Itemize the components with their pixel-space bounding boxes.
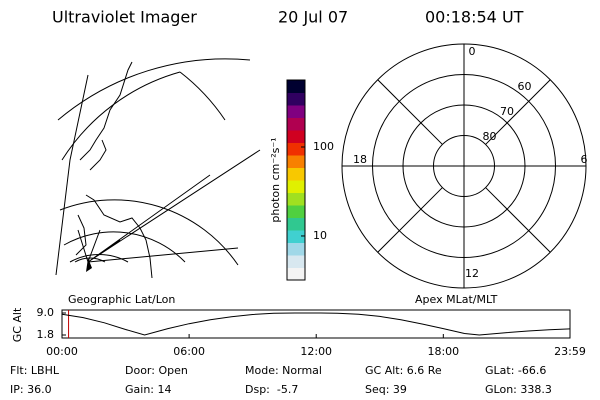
status-field: Dsp: -5.7 — [245, 383, 298, 396]
lat-label: 70 — [500, 105, 514, 118]
status-field: GC Alt: 6.6 Re — [365, 364, 442, 377]
lat-arc — [59, 199, 239, 266]
status-field: Flt: LBHL — [10, 364, 60, 377]
geo-map — [55, 58, 261, 279]
colorbar-segment — [287, 217, 305, 231]
colorbar-segment — [287, 80, 305, 93]
colorbar-segment — [287, 130, 305, 143]
lat-label: 80 — [482, 130, 496, 143]
mlt-line — [485, 79, 551, 145]
colorbar-segment — [287, 117, 305, 131]
colorbar-frame — [286, 79, 306, 281]
colorbar-tick-label: 100 — [313, 140, 334, 153]
mlt-label: 18 — [353, 153, 367, 166]
geo-label: Geographic Lat/Lon — [68, 293, 175, 306]
status-field: Door: Open — [125, 364, 188, 377]
status-field: GLat: -66.6 — [485, 364, 546, 377]
colorbar-segment — [287, 267, 305, 281]
date: 20 Jul 07 — [278, 8, 348, 27]
lat-arc — [57, 58, 251, 121]
x-tick-label: 23:59 — [554, 345, 586, 358]
x-tick-label: 12:00 — [300, 345, 332, 358]
status-field: IP: 36.0 — [10, 383, 52, 396]
colorbar-segment — [287, 230, 305, 243]
coastline — [75, 61, 153, 279]
mlt-label: 12 — [465, 267, 479, 280]
mlt-line — [377, 187, 443, 253]
colorbar-segment — [287, 255, 305, 268]
mlt-label: 0 — [469, 45, 476, 58]
status-field: Seq: 39 — [365, 383, 407, 396]
status-field: Gain: 14 — [125, 383, 172, 396]
colorbar-segment — [287, 92, 305, 106]
colorbar-segment — [287, 180, 305, 193]
altitude-line — [61, 312, 571, 336]
lat-arc — [63, 231, 186, 263]
status-field: Mode: Normal — [245, 364, 322, 377]
colorbar-segment — [287, 192, 305, 206]
colorbar-tick-label: 10 — [313, 229, 327, 242]
colorbar-segment — [287, 105, 305, 118]
colorbar-segment — [287, 142, 305, 156]
colorbar-label: photon cm⁻²s⁻¹ — [269, 137, 282, 222]
title: Ultraviolet Imager — [52, 8, 197, 27]
station-marker — [86, 258, 92, 272]
y-axis-label: GC Alt — [11, 307, 24, 342]
status-field: GLon: 338.3 — [485, 383, 552, 396]
mlt-label: 6 — [581, 153, 588, 166]
time: 00:18:54 UT — [425, 8, 524, 27]
colorbar-segment — [287, 167, 305, 181]
y-tick-label: 1.8 — [37, 328, 55, 341]
colorbar-segment — [287, 155, 305, 168]
meridian — [77, 149, 261, 263]
y-tick-label: 9.0 — [37, 306, 55, 319]
colorbar-segment — [287, 242, 305, 256]
mlt-line — [485, 187, 551, 253]
x-tick-label: 00:00 — [46, 345, 78, 358]
polar-label: Apex MLat/MLT — [415, 293, 498, 306]
meridian — [55, 74, 89, 276]
x-tick-label: 18:00 — [427, 345, 459, 358]
colorbar-segment — [287, 205, 305, 218]
lat-label: 60 — [517, 80, 531, 93]
mlt-line — [377, 79, 443, 145]
x-tick-label: 06:00 — [173, 345, 205, 358]
